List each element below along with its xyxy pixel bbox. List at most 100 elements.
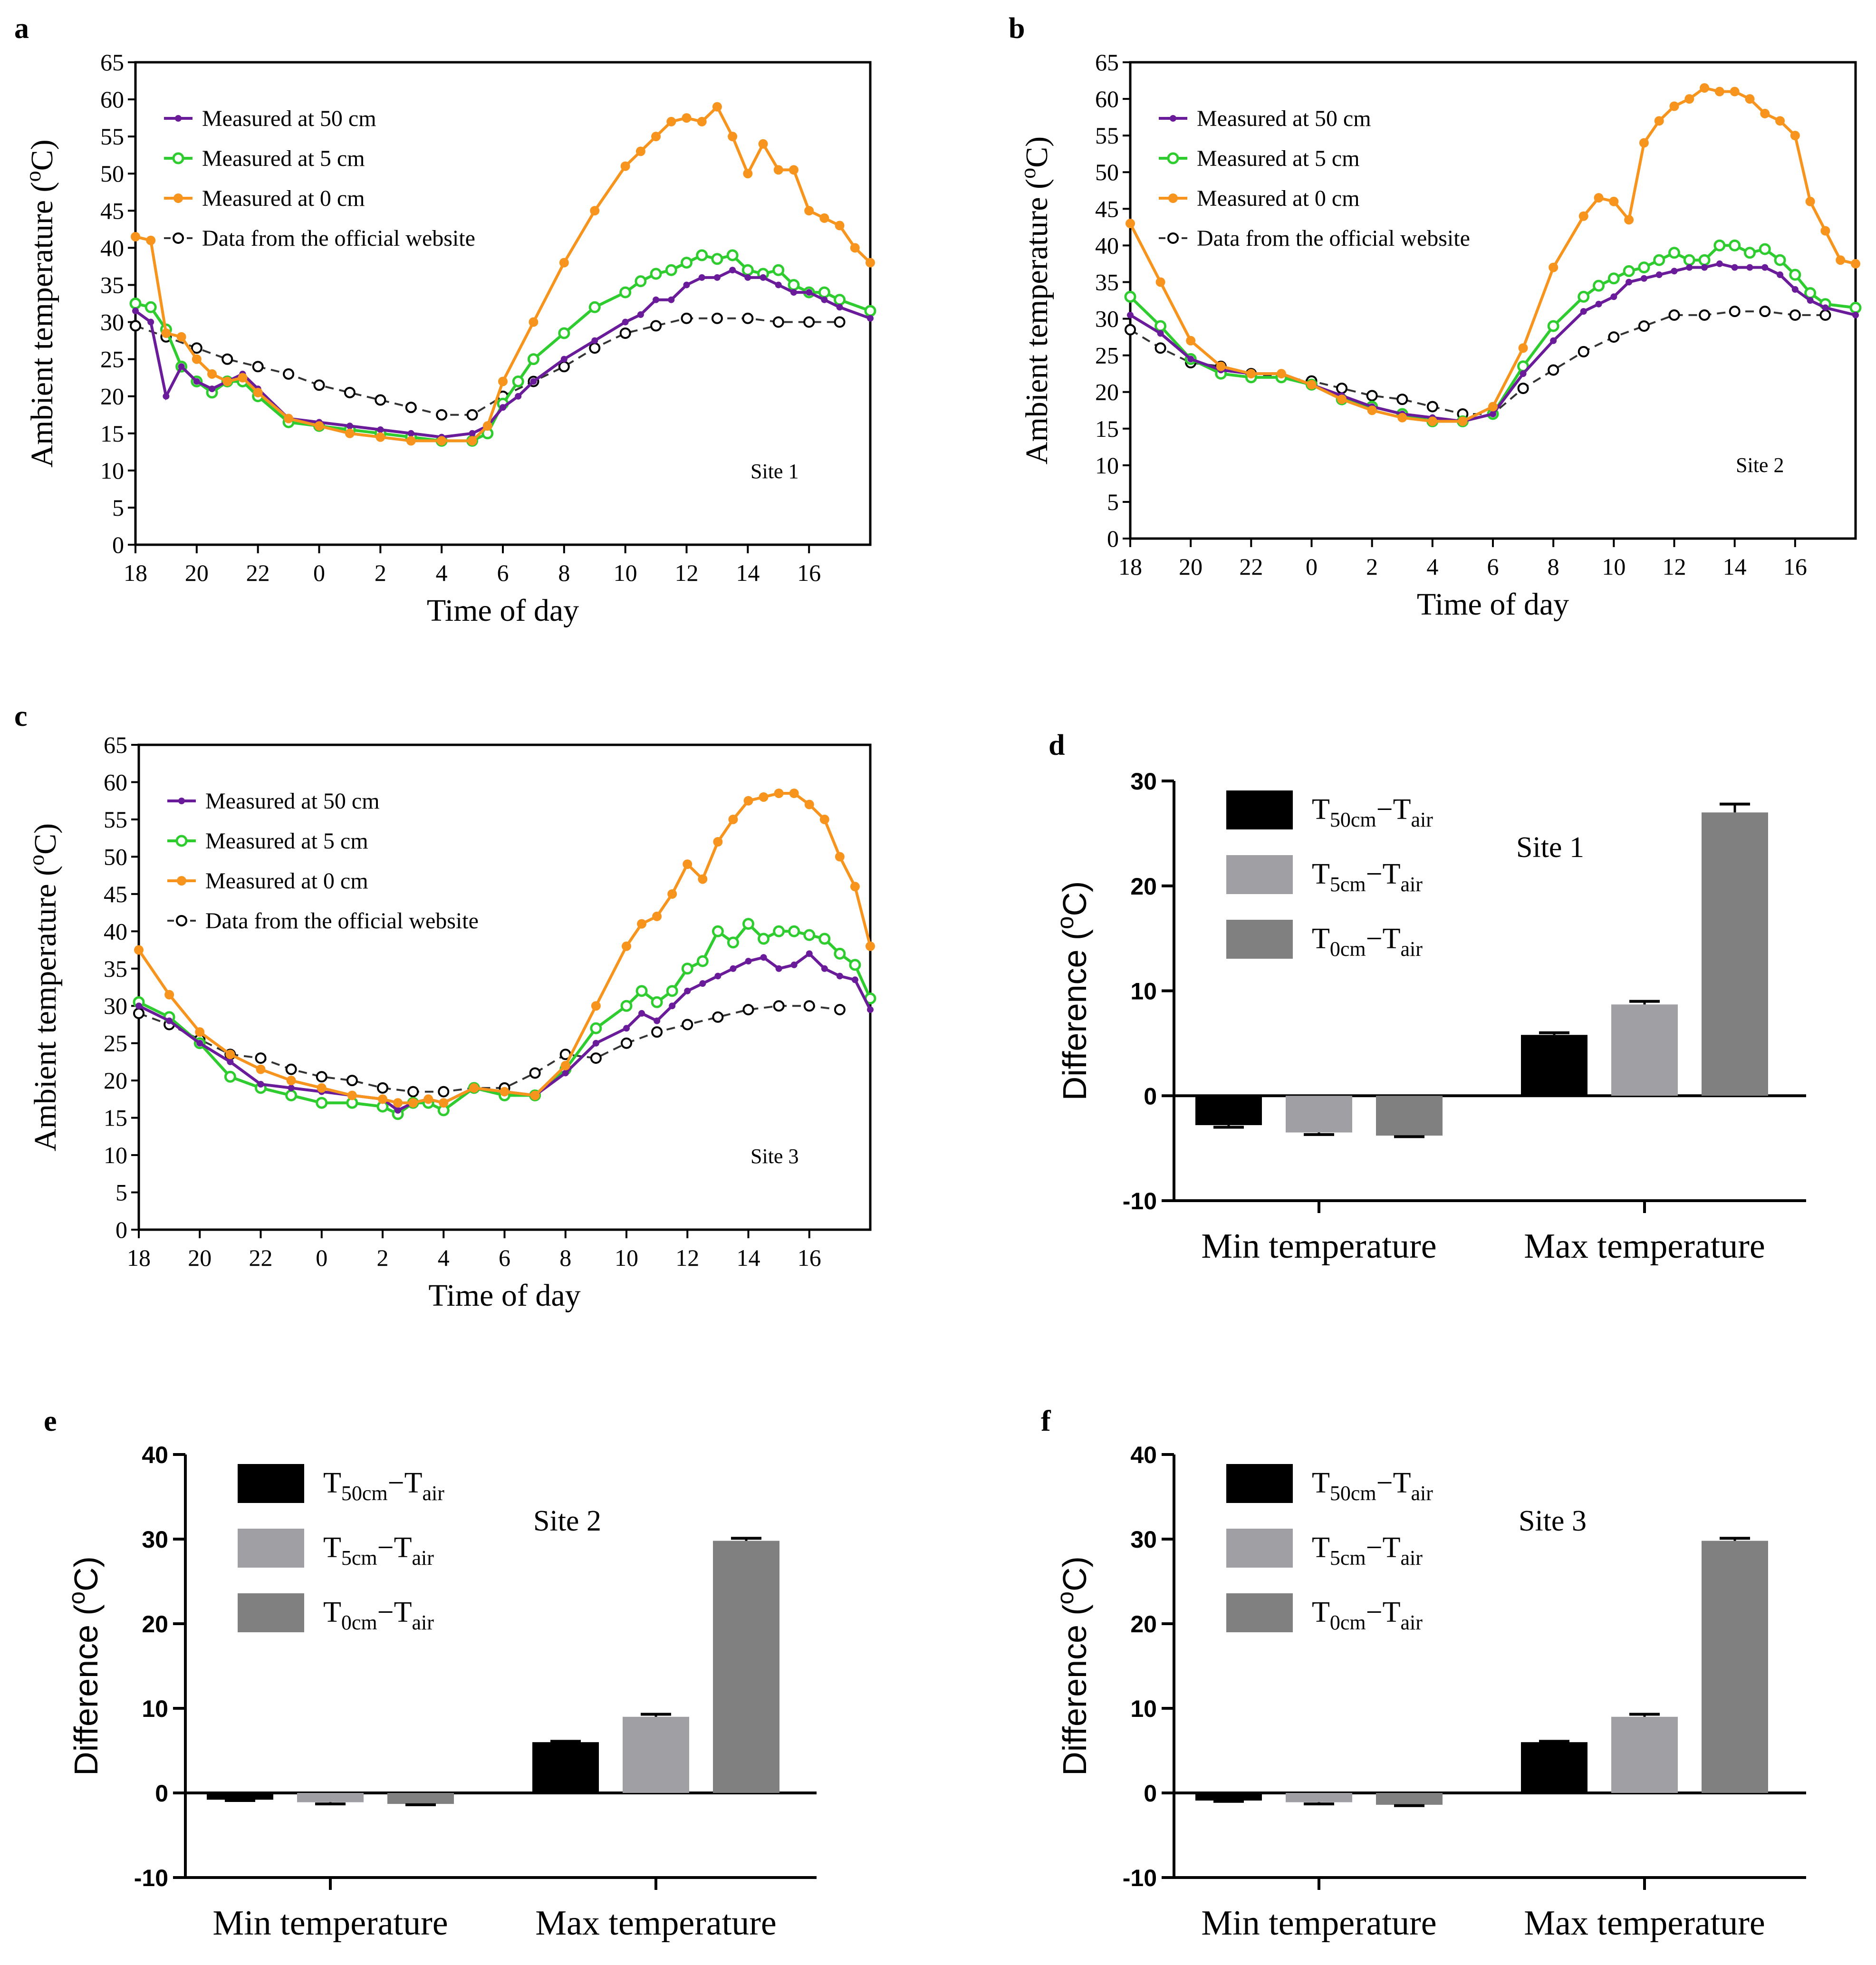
y-tick-label: 30 <box>1130 768 1157 795</box>
data-point-m50 <box>196 1040 203 1047</box>
x-category-label: Min temperature <box>1201 1904 1436 1943</box>
data-point-m50 <box>713 274 721 281</box>
bar-chart-e: e -10 0 10 20 30 40 Difference (oC) Min temperat… <box>44 1405 817 1943</box>
data-point-m0 <box>225 1050 235 1060</box>
legend-label-m0: Measured at 0 cm <box>205 868 368 894</box>
data-point-m5 <box>1607 272 1620 285</box>
x-tick-label: 12 <box>675 559 699 586</box>
series-m50 <box>1127 260 1859 425</box>
x-tick-label: 2 <box>377 1244 389 1271</box>
data-point-m50 <box>1822 304 1829 311</box>
legend-marker-m0 <box>173 193 183 203</box>
y-tick-label: 60 <box>100 86 124 113</box>
data-point-official <box>1396 394 1408 405</box>
data-point-m5 <box>558 327 570 339</box>
data-point-m5 <box>727 936 739 949</box>
data-point-m0 <box>1700 83 1710 93</box>
data-point-m50 <box>1580 308 1587 315</box>
line-chart-a: a 0 5 10 15 20 25 30 35 40 45 50 55 60 65 18 20 22 0 2 4 6 8 10… <box>14 12 876 628</box>
data-point-m0 <box>667 889 677 899</box>
data-point-official <box>621 1037 632 1049</box>
data-point-m5 <box>1683 254 1695 266</box>
x-tick-label: 4 <box>436 559 448 586</box>
data-point-m0 <box>1775 116 1785 126</box>
data-point-official <box>1638 320 1650 332</box>
data-point-m0 <box>1246 369 1256 379</box>
data-point-m5 <box>681 963 693 975</box>
legend-label-m0: Measured at 0 cm <box>1197 186 1360 211</box>
data-point-official <box>529 1067 541 1079</box>
data-point-official <box>405 402 417 414</box>
data-point-m50 <box>730 965 737 972</box>
data-point-m0 <box>207 369 217 379</box>
legend-marker-official <box>176 915 187 926</box>
data-point-official <box>1699 309 1711 321</box>
x-tick-label: 12 <box>675 1244 699 1271</box>
data-point-m50 <box>775 281 782 289</box>
data-point-m5 <box>1578 290 1590 303</box>
site-label: Site 2 <box>1736 453 1784 477</box>
data-point-m0 <box>1337 395 1347 405</box>
legend-swatch-bar50 <box>1226 790 1293 829</box>
y-tick-label: 20 <box>1130 1611 1157 1638</box>
data-point-m50 <box>132 308 139 315</box>
data-point-m50 <box>1610 293 1617 300</box>
data-point-m5 <box>773 925 785 937</box>
data-point-m0 <box>1836 255 1846 265</box>
legend-swatch-bar0 <box>238 1593 304 1632</box>
data-point-m0 <box>698 874 708 884</box>
legend-marker-m0 <box>177 876 186 886</box>
data-point-m5 <box>741 264 754 276</box>
data-point-official <box>377 1082 388 1094</box>
data-point-m50 <box>836 304 843 311</box>
legend-label-m50: Measured at 50 cm <box>205 789 380 814</box>
site-label: Site 2 <box>533 1505 601 1537</box>
data-point-m0 <box>1805 196 1815 206</box>
legend-label-bar5: T5cm−Tair <box>1312 858 1423 896</box>
x-tick-label: 20 <box>185 559 209 586</box>
data-point-m50 <box>562 1069 569 1077</box>
data-point-official <box>619 327 631 339</box>
y-tick-label: -10 <box>134 1865 168 1891</box>
data-point-m5 <box>834 947 846 960</box>
data-point-m0 <box>651 132 661 142</box>
data-point-m0 <box>620 161 630 171</box>
series-line-official <box>1129 310 1826 415</box>
data-point-m5 <box>129 298 142 309</box>
data-point-m50 <box>560 356 568 363</box>
legend-label-m50: Measured at 50 cm <box>202 106 376 131</box>
bar-bar0 <box>713 1541 779 1793</box>
data-point-m0 <box>1307 380 1317 390</box>
data-point-official <box>682 1019 693 1031</box>
x-tick-label: 2 <box>1366 553 1378 580</box>
data-point-m0 <box>1669 101 1679 111</box>
panel-label-d: d <box>1049 729 1065 761</box>
data-point-m0 <box>789 789 799 798</box>
data-point-m0 <box>774 789 784 798</box>
y-tick-label: 40 <box>100 234 124 261</box>
y-tick-label: 25 <box>1095 342 1119 369</box>
legend-swatch-bar5 <box>1226 1529 1293 1568</box>
data-point-m50 <box>394 1107 402 1114</box>
data-point-m0 <box>1155 277 1165 287</box>
legend-swatch-bar5 <box>238 1529 304 1568</box>
data-point-m5 <box>316 1097 328 1109</box>
legend-label-bar0: T0cm−Tair <box>323 1596 434 1634</box>
y-axis-title: Ambient temperature (oC) <box>24 823 63 1151</box>
y-tick-label: 20 <box>104 1067 127 1094</box>
legend-label-bar0: T0cm−Tair <box>1312 923 1423 961</box>
data-point-m50 <box>515 393 522 400</box>
data-point-m0 <box>1578 211 1588 221</box>
legend-label-bar5: T5cm−Tair <box>1312 1532 1423 1570</box>
y-tick-label: 55 <box>1095 122 1119 149</box>
y-tick-label: 5 <box>1107 489 1119 515</box>
data-point-m0 <box>1760 108 1770 118</box>
data-point-official <box>742 312 754 324</box>
data-point-official <box>1608 331 1620 343</box>
data-point-official <box>346 1075 358 1087</box>
data-point-m0 <box>469 1083 479 1093</box>
data-point-m5 <box>803 929 816 941</box>
y-tick-label: 60 <box>104 769 127 795</box>
y-tick-label: 25 <box>104 1030 127 1057</box>
